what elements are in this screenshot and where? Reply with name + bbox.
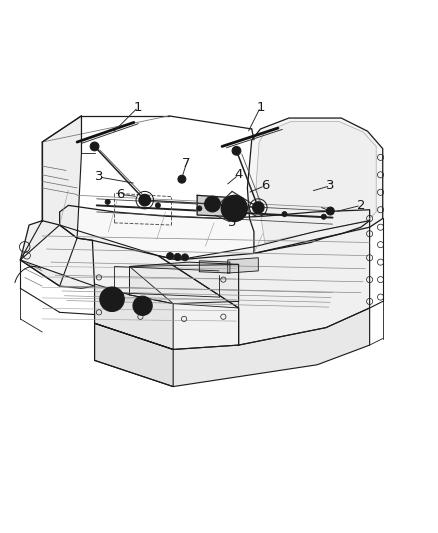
Text: 1: 1 xyxy=(134,101,142,114)
Circle shape xyxy=(100,287,124,311)
Circle shape xyxy=(174,253,181,261)
Text: 1: 1 xyxy=(256,101,265,114)
Circle shape xyxy=(90,142,99,151)
Circle shape xyxy=(155,203,160,208)
Polygon shape xyxy=(20,225,239,350)
Circle shape xyxy=(253,202,264,213)
Polygon shape xyxy=(199,261,230,273)
Circle shape xyxy=(139,195,150,206)
Circle shape xyxy=(321,214,326,220)
Text: 5: 5 xyxy=(228,216,237,229)
Polygon shape xyxy=(228,258,258,273)
Polygon shape xyxy=(130,262,239,304)
Text: 3: 3 xyxy=(95,171,103,183)
Circle shape xyxy=(166,253,173,260)
Text: 3: 3 xyxy=(326,179,335,192)
Text: 4: 4 xyxy=(234,168,243,181)
Polygon shape xyxy=(20,221,95,288)
Circle shape xyxy=(326,207,334,215)
Text: 2: 2 xyxy=(357,199,365,212)
Circle shape xyxy=(197,206,202,211)
Circle shape xyxy=(181,254,188,261)
Text: 7: 7 xyxy=(182,157,191,171)
Polygon shape xyxy=(20,116,81,286)
Circle shape xyxy=(225,199,244,218)
Polygon shape xyxy=(60,205,370,260)
Circle shape xyxy=(282,212,287,217)
Polygon shape xyxy=(95,284,173,350)
Circle shape xyxy=(232,147,241,155)
Circle shape xyxy=(205,196,220,212)
Polygon shape xyxy=(158,221,370,345)
Circle shape xyxy=(240,209,246,214)
Polygon shape xyxy=(95,308,370,386)
Circle shape xyxy=(178,175,186,183)
Polygon shape xyxy=(197,195,243,217)
Polygon shape xyxy=(95,323,173,386)
Text: 6: 6 xyxy=(261,179,269,192)
Text: 6: 6 xyxy=(117,188,125,201)
Circle shape xyxy=(133,296,152,316)
Polygon shape xyxy=(247,118,383,253)
Polygon shape xyxy=(256,122,376,243)
Circle shape xyxy=(105,199,110,205)
Circle shape xyxy=(221,195,247,222)
Polygon shape xyxy=(130,264,239,308)
